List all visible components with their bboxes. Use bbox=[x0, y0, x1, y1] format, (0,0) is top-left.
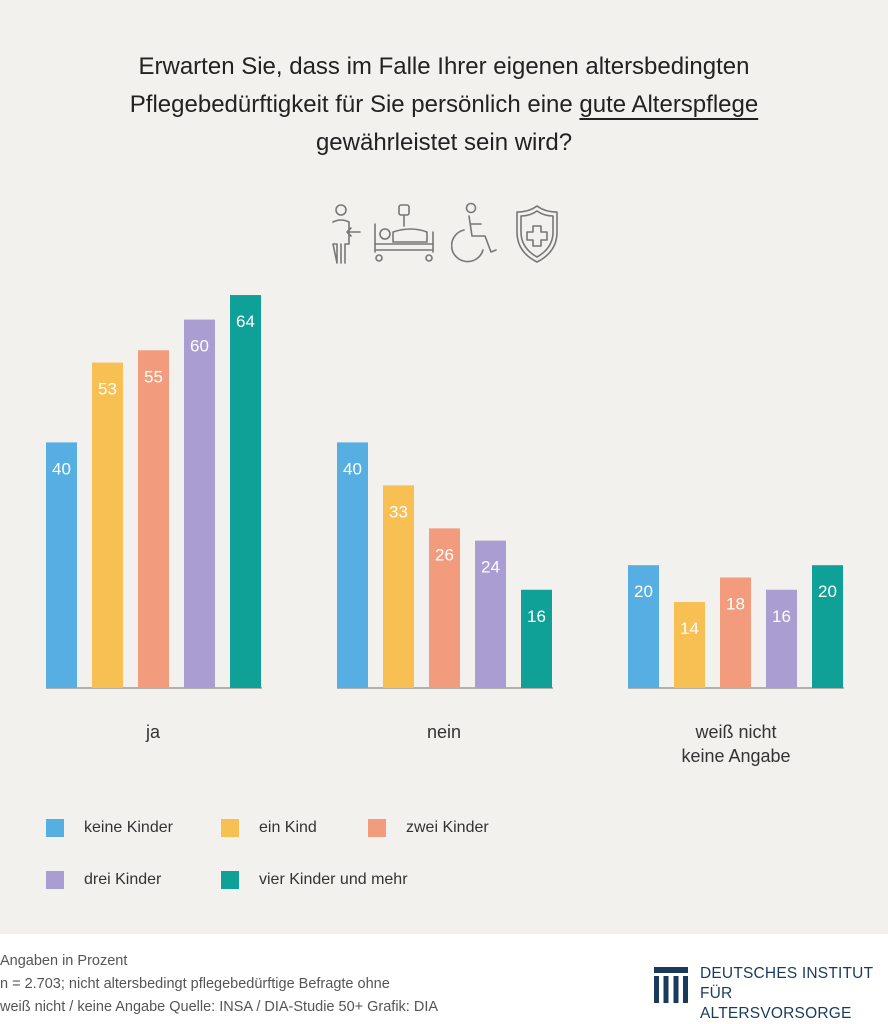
legend-label-zwei-kinder: zwei Kinder bbox=[406, 819, 489, 836]
legend-swatch-ein-kind bbox=[221, 819, 239, 837]
legend-item-ein-kind: ein Kind bbox=[221, 816, 317, 840]
dia-logo: DEUTSCHES INSTITUT FÜR ALTERSVORSORGE bbox=[654, 964, 884, 1022]
footer-notes: Angaben in Prozent n = 2.703; nicht alte… bbox=[0, 950, 438, 1019]
bar-value-label-1-2: 26 bbox=[435, 545, 454, 564]
bar-1-0 bbox=[337, 442, 368, 688]
wheelchair-icon bbox=[451, 202, 497, 263]
legend-item-vier-kinder: vier Kinder und mehr bbox=[221, 868, 408, 892]
chart-title: Erwarten Sie, dass im Falle Ihrer eigene… bbox=[44, 48, 844, 162]
bar-2-3 bbox=[766, 589, 797, 688]
footer-line-1: Angaben in Prozent bbox=[0, 953, 128, 969]
bar-0-3 bbox=[184, 319, 215, 688]
caregiver-icon bbox=[332, 204, 361, 264]
bar-value-label-2-2: 18 bbox=[726, 594, 745, 613]
bar-value-label-1-1: 33 bbox=[389, 502, 408, 521]
bar-0-4 bbox=[230, 295, 261, 688]
footer-line-3: weiß nicht / keine Angabe Quelle: INSA /… bbox=[0, 999, 439, 1015]
bar-0-2 bbox=[138, 350, 169, 688]
bar-value-label-0-1: 53 bbox=[98, 380, 117, 399]
bar-value-label-0-3: 60 bbox=[190, 337, 209, 356]
legend-swatch-keine-kinder bbox=[46, 819, 64, 837]
hospital-bed-icon bbox=[374, 204, 434, 262]
bar-0-0 bbox=[46, 442, 77, 688]
legend-swatch-vier-kinder bbox=[221, 871, 239, 889]
legend-item-zwei-kinder: zwei Kinder bbox=[368, 816, 489, 840]
logo-line-1: DEUTSCHES INSTITUT bbox=[700, 965, 874, 982]
legend-label-vier-kinder: vier Kinder und mehr bbox=[259, 871, 408, 888]
category-label-weiss-nicht: weiß nicht keine Angabe bbox=[616, 720, 856, 768]
bar-1-4 bbox=[521, 589, 552, 688]
footer-line-2: n = 2.703; nicht altersbedingt pflegebed… bbox=[0, 976, 390, 992]
bar-0-1 bbox=[92, 362, 123, 688]
dia-logo-mark-icon bbox=[654, 967, 688, 1003]
bar-2-1 bbox=[674, 602, 705, 688]
shield-cross-icon bbox=[516, 205, 558, 263]
legend-swatch-zwei-kinder bbox=[368, 819, 386, 837]
bar-value-label-2-3: 16 bbox=[772, 607, 791, 626]
bar-chart: 40 53 55 60 64 40 33 26 24 16 20 14 18 16 20 bbox=[46, 295, 844, 689]
legend-label-ein-kind: ein Kind bbox=[259, 819, 317, 836]
bar-value-label-0-0: 40 bbox=[52, 459, 71, 478]
bar-value-label-1-4: 16 bbox=[527, 607, 546, 626]
category-label-weiss-line2: keine Angabe bbox=[681, 746, 791, 766]
bar-2-2 bbox=[720, 577, 751, 688]
bar-value-label-2-1: 14 bbox=[680, 619, 699, 638]
legend-label-keine-kinder: keine Kinder bbox=[84, 819, 173, 836]
bar-1-2 bbox=[429, 528, 460, 688]
bar-value-label-2-0: 20 bbox=[634, 582, 653, 601]
bar-1-1 bbox=[383, 485, 414, 688]
title-line-2: Pflegebedürftigkeit für Sie persönlich e… bbox=[44, 86, 844, 124]
legend-swatch-drei-kinder bbox=[46, 871, 64, 889]
title-line-3: gewährleistet sein wird? bbox=[315, 129, 573, 156]
logo-line-2: FÜR ALTERSVORSORGE bbox=[700, 985, 852, 1022]
legend-item-keine-kinder: keine Kinder bbox=[46, 816, 173, 840]
bar-value-label-0-2: 55 bbox=[144, 367, 163, 386]
bar-1-3 bbox=[475, 540, 506, 688]
bar-2-0 bbox=[628, 565, 659, 688]
bar-value-label-1-3: 24 bbox=[481, 558, 500, 577]
legend-label-drei-kinder: drei Kinder bbox=[84, 871, 162, 888]
category-label-weiss-line1: weiß nicht bbox=[695, 722, 777, 742]
legend-item-drei-kinder: drei Kinder bbox=[46, 868, 161, 892]
category-label-nein: nein bbox=[426, 722, 462, 742]
title-line-2-text: Pflegebedürftigkeit für Sie persönlich e… bbox=[129, 91, 580, 118]
bar-value-label-2-4: 20 bbox=[818, 582, 837, 601]
category-label-ja: ja bbox=[145, 722, 160, 742]
dia-logo-text: DEUTSCHES INSTITUT FÜR ALTERSVORSORGE bbox=[700, 964, 884, 1024]
bar-value-label-1-0: 40 bbox=[343, 459, 362, 478]
bar-2-4 bbox=[812, 565, 843, 688]
title-line-1: Erwarten Sie, dass im Falle Ihrer eigene… bbox=[138, 53, 750, 80]
care-icons bbox=[325, 202, 565, 268]
legend: keine Kinder ein Kind zwei Kinder drei K… bbox=[46, 816, 846, 896]
title-underlined-phrase: gute Alterspflege bbox=[579, 91, 759, 118]
bar-value-label-0-4: 64 bbox=[236, 312, 255, 331]
